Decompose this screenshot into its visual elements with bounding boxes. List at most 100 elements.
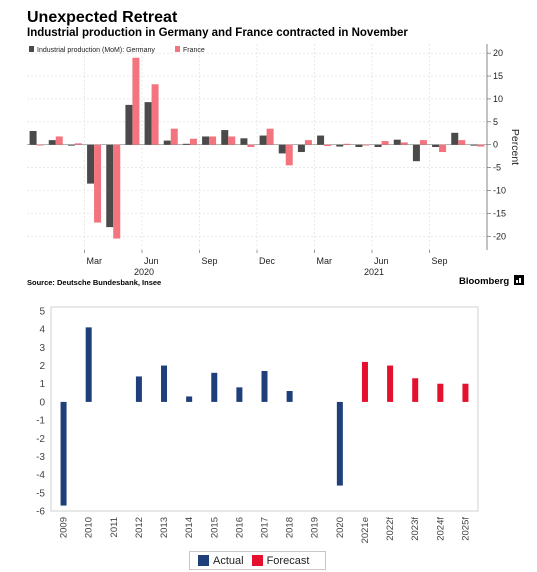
- x-tick-label: 2011: [109, 517, 120, 537]
- bar-actual: [186, 396, 193, 402]
- x-tick-label: 2009: [59, 517, 70, 538]
- bar-france: [458, 140, 466, 145]
- x-tick-label: 2016: [234, 517, 245, 538]
- bar-france: [170, 128, 178, 145]
- y-tick-label: -1: [36, 416, 45, 427]
- bar-germany: [182, 143, 190, 145]
- bar-actual: [236, 387, 243, 402]
- legend-swatch-actual: [198, 555, 209, 566]
- chart-title: Unexpected Retreat: [27, 9, 178, 26]
- x-tick-label: 2013: [159, 517, 170, 538]
- bar-france: [228, 136, 236, 145]
- legend-swatch-france: [175, 46, 180, 52]
- bar-france: [285, 144, 293, 166]
- bar-france: [343, 143, 351, 145]
- y-tick-label: -4: [36, 470, 45, 481]
- x-tick-label: 2019: [310, 517, 321, 538]
- bar-france: [113, 144, 121, 239]
- bar-germany: [87, 144, 95, 184]
- y-tick-label: 20: [493, 48, 503, 58]
- x-tick-label: 2010: [84, 517, 95, 538]
- plot-frame: [50, 306, 479, 512]
- x-tick-label: 2014: [184, 517, 195, 538]
- bar-forecast: [387, 365, 394, 402]
- bar-germany: [144, 102, 152, 145]
- y-tick-label: -3: [36, 452, 45, 463]
- bar-actual: [60, 401, 67, 506]
- x-tick-label: 2018: [285, 517, 296, 538]
- bloomberg-logo: Bloomberg: [459, 275, 524, 287]
- bar-france: [132, 57, 140, 145]
- bar-france: [324, 144, 332, 147]
- x-tick-label: 2023f: [410, 517, 421, 541]
- bar-forecast: [462, 383, 469, 402]
- legend-label-germany: Industrial production (MoM): Germany: [37, 47, 155, 54]
- x-tick-label: 2017: [260, 517, 271, 538]
- bar-france: [381, 141, 389, 145]
- bar-germany: [393, 139, 401, 145]
- bar-germany: [374, 144, 382, 147]
- y-tick-label: -20: [493, 231, 506, 241]
- x-tick-label: Sep: [432, 256, 448, 266]
- legend-item-actual: Actual: [198, 555, 244, 567]
- x-tick-label: 2012: [134, 517, 145, 538]
- x-tick-label: 2025f: [460, 517, 471, 541]
- bar-france: [266, 128, 274, 145]
- y-tick-label: -6: [36, 507, 45, 518]
- y-tick-label: -10: [493, 185, 506, 195]
- bar-france: [439, 144, 447, 153]
- legend-swatch-forecast: [251, 555, 263, 566]
- legend-label-france: France: [183, 47, 205, 54]
- x-year-label: 2020: [134, 267, 154, 277]
- x-tick-label: 2020: [335, 517, 346, 538]
- y-tick-label: -15: [493, 208, 506, 218]
- brand-text: Bloomberg: [459, 276, 510, 287]
- y-tick-label: 3: [39, 343, 45, 354]
- bar-forecast: [437, 383, 444, 402]
- bar-france: [419, 140, 427, 145]
- bar-actual: [85, 327, 92, 402]
- y-tick-label: -5: [493, 163, 501, 173]
- bar-germany: [221, 130, 229, 145]
- bar-germany: [29, 130, 37, 145]
- x-year-label: 2021: [364, 267, 384, 277]
- bar-germany: [451, 132, 459, 145]
- x-tick-label: 2024f: [435, 517, 446, 541]
- bar-actual: [135, 376, 142, 402]
- y-tick-label: 4: [39, 325, 45, 336]
- bar-germany: [412, 144, 420, 162]
- bar-france: [74, 143, 82, 145]
- growth-chart: 5 4 3 2 1 0 -1 -2 -3 -4 -5 -6 2009 2010 2011 2012 2013 20…: [36, 306, 479, 543]
- bar-france: [477, 144, 485, 147]
- legend-label-forecast: Forecast: [266, 554, 310, 567]
- source-note: Source: Deutsche Bundesbank, Insee: [27, 278, 162, 287]
- x-tick-label: Mar: [87, 256, 103, 266]
- x-tick-label: 2022f: [385, 517, 396, 541]
- bar-germany: [202, 136, 210, 145]
- x-tick-label: 2015: [209, 517, 220, 538]
- bar-germany: [355, 144, 363, 147]
- x-tick-label: 2021e: [360, 517, 371, 543]
- x-tick-label: Jun: [374, 256, 389, 266]
- growth-legend: Actual Forecast: [189, 551, 326, 570]
- y-tick-label: 15: [493, 71, 503, 81]
- bar-germany: [240, 138, 248, 145]
- production-chart: 20 15 10 5 0 -5 -10 -15 -20 Mar Jun Sep Dec Mar Jun Sep…: [27, 44, 521, 277]
- y-tick-label: 5: [39, 307, 45, 318]
- y-tick-label: 2: [39, 361, 45, 372]
- bar-france: [400, 142, 408, 145]
- x-tick-label: Jun: [144, 256, 159, 266]
- chart-subtitle: Industrial production in Germany and Fra…: [27, 27, 408, 39]
- bar-france: [247, 144, 255, 147]
- x-tick-label: Sep: [202, 256, 218, 266]
- y-tick-label: 0: [39, 397, 45, 408]
- bar-germany: [278, 144, 286, 154]
- x-tick-label: Mar: [317, 256, 333, 266]
- bar-france: [36, 144, 44, 146]
- bar-france: [304, 140, 312, 145]
- y-tick-label: 5: [493, 117, 498, 127]
- bloomberg-icon: [513, 275, 524, 285]
- bar-germany: [470, 144, 478, 146]
- bar-france: [94, 144, 102, 223]
- bar-france: [151, 84, 159, 145]
